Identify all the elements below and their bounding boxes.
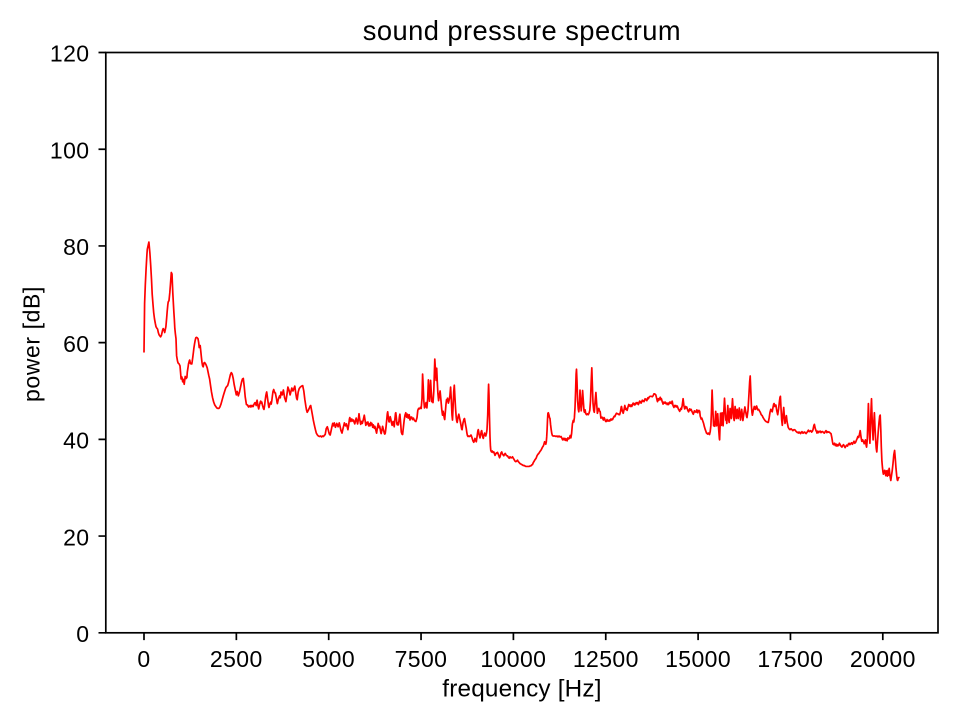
svg-text:15000: 15000 — [665, 646, 731, 672]
svg-text:5000: 5000 — [302, 646, 355, 672]
svg-text:10000: 10000 — [480, 646, 546, 672]
svg-text:0: 0 — [137, 646, 150, 672]
svg-text:40: 40 — [63, 428, 89, 454]
svg-text:20: 20 — [63, 524, 89, 550]
svg-text:7500: 7500 — [395, 646, 448, 672]
svg-text:12500: 12500 — [573, 646, 639, 672]
svg-text:20000: 20000 — [850, 646, 916, 672]
svg-text:power [dB]: power [dB] — [19, 286, 45, 402]
svg-text:80: 80 — [63, 234, 89, 260]
svg-text:17500: 17500 — [757, 646, 823, 672]
svg-text:100: 100 — [50, 137, 90, 163]
svg-text:2500: 2500 — [210, 646, 263, 672]
svg-text:frequency [Hz]: frequency [Hz] — [442, 675, 601, 702]
svg-text:60: 60 — [63, 331, 89, 357]
svg-text:120: 120 — [50, 41, 90, 67]
svg-text:0: 0 — [76, 621, 89, 647]
svg-text:sound pressure spectrum: sound pressure spectrum — [363, 15, 681, 46]
